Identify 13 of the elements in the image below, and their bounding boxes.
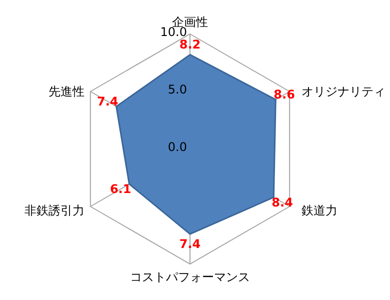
spoke-label: 鉄道力 [302, 204, 338, 218]
data-label: 6.1 [110, 182, 132, 196]
spoke-label: 非鉄誘引力 [24, 204, 84, 218]
data-label: 7.4 [179, 237, 201, 252]
data-label: 7.4 [97, 94, 118, 108]
y-tick-label: 5.0 [168, 82, 187, 96]
spoke-label: コストパフォーマンス [130, 270, 250, 284]
data-label: 8.4 [272, 195, 293, 210]
y-tick-label: 0.0 [168, 140, 187, 154]
spoke-label: 先進性 [48, 84, 84, 98]
data-label: 8.2 [179, 38, 201, 52]
data-label: 8.6 [274, 88, 295, 102]
spoke-label: オリジナリティ [302, 84, 386, 98]
